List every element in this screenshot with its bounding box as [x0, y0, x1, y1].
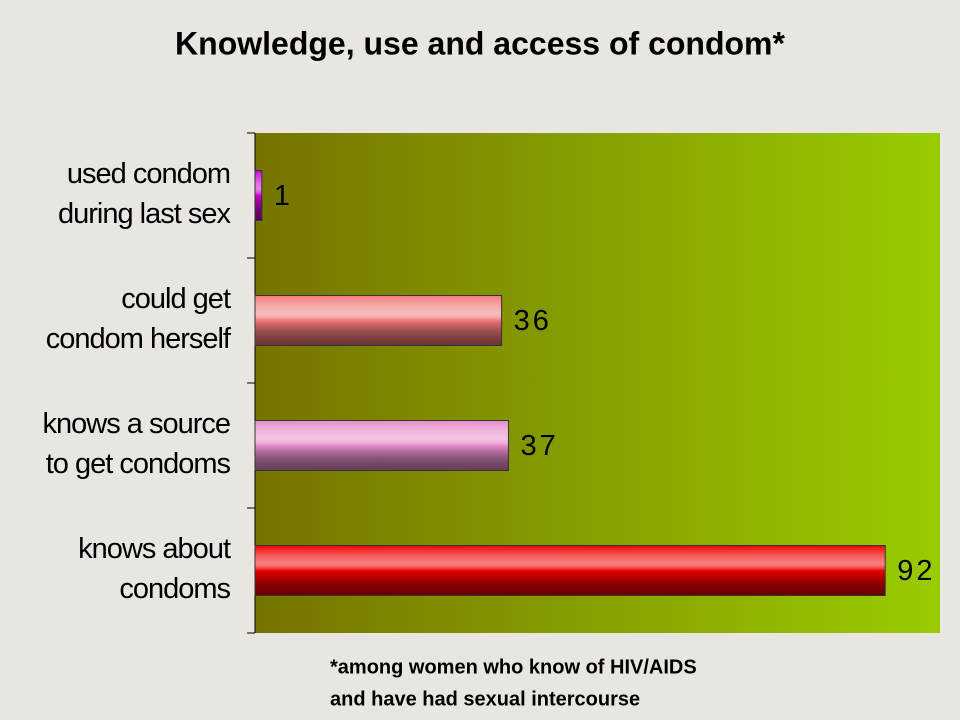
y-tick-label: used condom [67, 158, 230, 190]
y-tick-label: could get [121, 283, 231, 315]
bar [254, 420, 509, 471]
chart-title: Knowledge, use and access of condom* [175, 25, 785, 61]
bar [254, 545, 886, 596]
value-label: 1 [274, 180, 293, 212]
y-tick-label: condoms [119, 573, 230, 605]
y-tick-label: to get condoms [46, 448, 231, 480]
bar [254, 295, 503, 346]
value-label: 92 [897, 555, 935, 587]
y-tick-label: during last sex [58, 198, 231, 230]
y-tick-label: condom herself [46, 323, 232, 355]
value-label: 37 [520, 430, 558, 462]
y-tick-label: knows about [78, 533, 231, 565]
value-label: 36 [514, 305, 552, 337]
y-tick-label: knows a source [43, 408, 231, 440]
footnote: *among women who know of HIV/AIDS [330, 656, 697, 678]
bar [254, 170, 263, 221]
footnote: and have had sexual intercourse [330, 688, 640, 710]
